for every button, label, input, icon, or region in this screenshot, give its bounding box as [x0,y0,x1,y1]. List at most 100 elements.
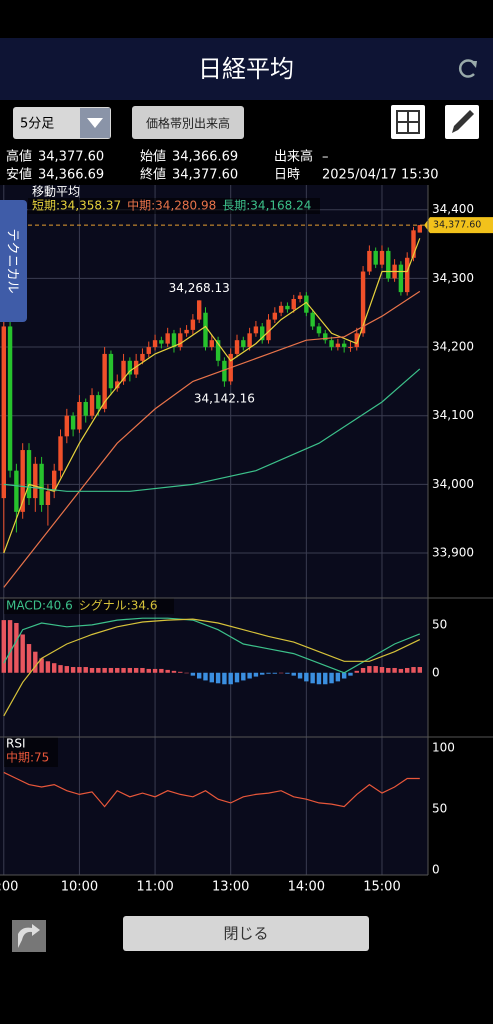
candle-body [133,360,139,375]
histogram-bar [241,672,246,681]
x-tick-label: 14:00 [288,880,325,895]
x-tick-label: 15:00 [363,880,400,895]
candle-body [316,326,322,334]
side-tab-label: テクニカル [5,228,20,293]
histogram-bar [348,672,353,676]
legend-background [28,198,320,214]
candle-body [215,340,221,361]
candle-body [266,319,271,341]
histogram-bar [64,666,70,673]
candle-body [58,436,63,471]
histogram-bar [411,667,416,673]
edit-button[interactable] [445,105,479,139]
candle-body [329,340,334,348]
macd-line [3,618,421,717]
histogram-bar [20,634,25,673]
candle-body [140,353,145,361]
histogram-bar [159,668,164,673]
side-tab[interactable]: テクニカル [0,200,27,322]
histogram-bar [127,667,133,673]
back-icon[interactable] [12,920,46,952]
candle-body [146,347,151,354]
candle-body [398,264,404,293]
quote-label: 終値 [140,167,166,183]
last-price-label: 34,377.60 [433,220,481,231]
histogram-bar [379,667,385,673]
legend-entry: MACD:40.6 [6,599,73,613]
histogram-bar [83,667,88,673]
candle-body [203,312,208,348]
quote-label: 安値 [6,167,32,183]
candle-body [367,250,372,272]
candle-body [417,225,423,233]
candle-body [354,333,359,348]
histogram-bar [386,667,391,673]
histogram-bar [146,668,151,673]
candle-body [184,329,189,334]
candle-body [83,401,88,416]
candle-body [178,333,183,348]
legend-background [4,737,58,767]
header-title: 日経平均 [198,55,294,83]
refresh-icon[interactable] [459,59,477,78]
interval-dropdown[interactable]: 5分足 [13,107,111,139]
histogram-bar [278,672,284,674]
y-tick-label: 50 [432,617,447,631]
candle-body [411,230,416,258]
quote-value: 34,377.60 [38,150,104,165]
histogram-bar [33,651,38,673]
histogram-bar [222,672,227,685]
histogram-bar [209,672,214,683]
macd-line [3,617,421,674]
annotation: 34,268.13 [169,281,230,295]
histogram-bar [39,658,44,673]
histogram-bar [190,672,196,676]
y-tick-label: 34,000 [432,477,474,491]
candle-body [102,353,107,409]
histogram-bar [140,667,145,673]
histogram-bar [115,667,120,673]
y-tick-label: 100 [432,741,455,755]
legend-background [4,598,174,614]
histogram-bar [404,667,410,673]
candle-body [33,463,38,499]
candle-body [70,415,76,430]
histogram-bar [316,672,322,685]
histogram-bar [152,668,158,673]
candle-body [310,312,315,327]
close-button[interactable]: 閉じる [123,916,369,951]
volume-profile-button[interactable]: 価格帯別出来高 [132,106,244,139]
last-price-tag [424,217,493,234]
candle-body [260,326,265,341]
histogram-bar [360,667,366,673]
quote-label: 高値 [6,149,32,165]
candle-body [323,333,328,341]
legend-entry: シグナル:34.6 [79,599,158,613]
histogram-bar [392,667,397,673]
histogram-bar [58,665,63,673]
histogram-bar [234,672,240,683]
histogram-bar [203,672,208,681]
moving-average-line [3,290,421,588]
candle-body [159,340,164,344]
x-tick-label: 13:00 [212,880,249,895]
y-tick-label: 34,100 [432,408,474,422]
candle-body [291,298,296,310]
x-tick-label: 10:00 [61,880,98,895]
histogram-bar [323,672,328,685]
histogram-bar [52,663,57,673]
histogram-bar [291,672,296,676]
quote-value: – [322,150,329,165]
candle-body [360,271,366,334]
quote-value: 34,366.69 [38,168,104,183]
candle-body [165,333,170,344]
histogram-bar [266,672,271,674]
y-tick-label: 50 [432,802,447,816]
histogram-bar [14,622,19,673]
layout-button[interactable] [391,105,425,139]
candle-body [209,340,214,348]
candle-body [285,305,290,310]
legend-entry: 中期:34,280.98 [127,198,216,213]
